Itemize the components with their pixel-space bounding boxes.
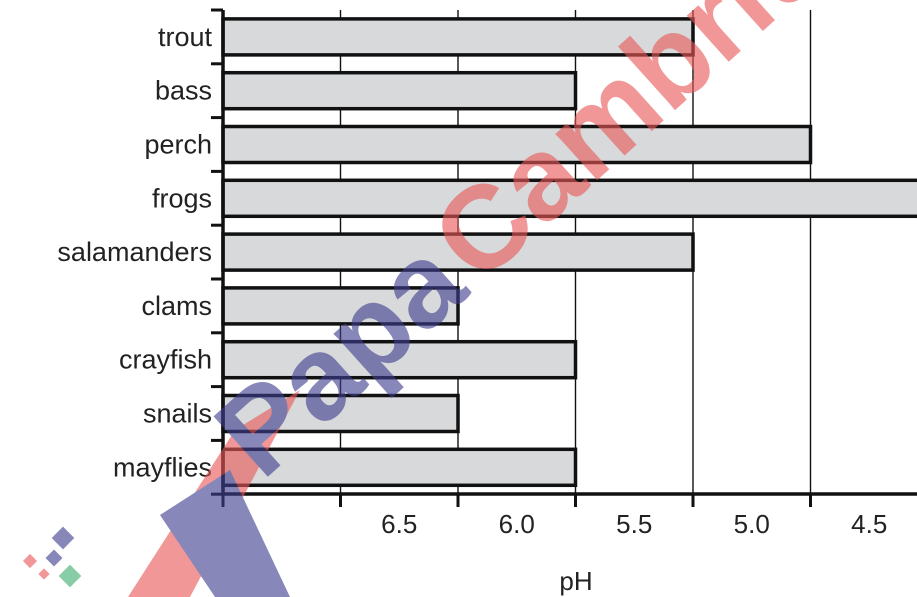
category-label-perch: perch xyxy=(144,130,212,160)
x-tick-labels: 6.56.05.55.04.54.0 xyxy=(381,509,917,539)
x-axis-title: pH xyxy=(559,566,592,596)
category-label-crayfish: crayfish xyxy=(119,345,212,375)
x-tick-label: 4.5 xyxy=(851,509,887,539)
category-label-bass: bass xyxy=(155,76,212,106)
bar-bass xyxy=(223,73,576,109)
x-tick-label: 6.0 xyxy=(499,509,535,539)
category-label-mayflies: mayflies xyxy=(113,452,212,482)
x-tick-label: 5.0 xyxy=(734,509,770,539)
category-label-trout: trout xyxy=(158,22,213,52)
category-labels: trout bass perch frogs salamanders clams crayf… xyxy=(57,22,212,482)
x-tick-label: 5.5 xyxy=(616,509,652,539)
x-tick-label: 6.5 xyxy=(381,509,417,539)
category-label-clams: clams xyxy=(141,291,212,321)
category-label-frogs: frogs xyxy=(152,183,212,213)
category-label-salamanders: salamanders xyxy=(57,237,212,267)
